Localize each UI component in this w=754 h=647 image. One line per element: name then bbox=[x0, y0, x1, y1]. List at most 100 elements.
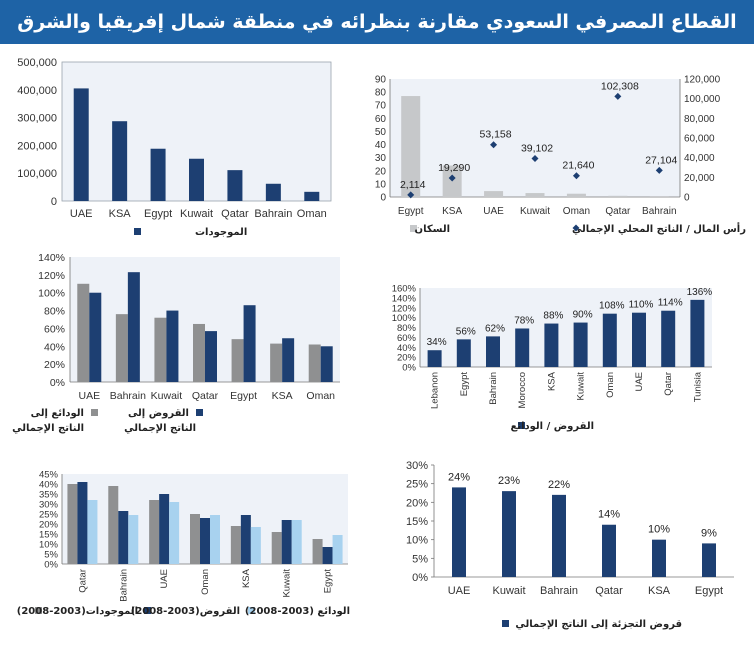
data-label: 19,290 bbox=[438, 162, 470, 174]
legend-label-assets: الموجودات(2003-2008) bbox=[17, 606, 138, 617]
y-tick-label: 30% bbox=[39, 500, 59, 511]
y-left-tick-label: 50 bbox=[375, 127, 387, 138]
x-tick-label: Qatar bbox=[192, 390, 219, 402]
legend-swatch bbox=[134, 228, 141, 235]
y-left-tick-label: 0 bbox=[380, 193, 386, 204]
data-label: 53,158 bbox=[480, 129, 512, 141]
y-right-tick-label: 120,000 bbox=[684, 75, 721, 86]
y-tick-label: 80% bbox=[397, 323, 417, 334]
y-tick-label: 120% bbox=[38, 270, 65, 282]
bar-egypt bbox=[702, 543, 716, 577]
data-label: 39,102 bbox=[521, 143, 553, 155]
y-tick-label: 10% bbox=[39, 540, 59, 551]
y-left-tick-label: 20 bbox=[375, 166, 387, 177]
data-label: 88% bbox=[543, 311, 563, 322]
loans-bar-ksa bbox=[282, 338, 295, 382]
y-tick-label: 500,000 bbox=[17, 57, 57, 69]
bar-morocco bbox=[515, 328, 530, 367]
x-tick-label: UAE bbox=[448, 585, 471, 597]
legend-swatch-deposits bbox=[91, 409, 98, 416]
x-tick-label: Egypt bbox=[398, 206, 424, 217]
y-tick-label: 160% bbox=[392, 284, 417, 295]
retail-loans-gdp-chart-svg: 0% 5% 10% 15% 20% 25% 30% 24% UAE 23% Kuwait 22% Bah… bbox=[406, 460, 734, 630]
x-tick-label: Qatar bbox=[595, 585, 623, 597]
bar-ksa bbox=[544, 323, 559, 367]
legend-swatch-capital-gdp bbox=[572, 224, 580, 232]
y-tick-label: 0 bbox=[51, 196, 57, 208]
deposits-bar-ksa bbox=[250, 527, 261, 564]
y-tick-label: 40% bbox=[397, 343, 417, 354]
retail-loans-gdp-chart: 0% 5% 10% 15% 20% 25% 30% 24% UAE 23% Kuwait 22% Bah… bbox=[382, 455, 754, 645]
x-tick-label: Qatar bbox=[77, 569, 88, 593]
population-bar-bahrain bbox=[649, 196, 669, 197]
x-tick-label: Qatar bbox=[663, 372, 674, 396]
y-left-tick-label: 60 bbox=[375, 114, 387, 125]
legend-swatch bbox=[502, 620, 509, 627]
data-label: 21,640 bbox=[562, 160, 594, 172]
bar-lebanon bbox=[427, 350, 442, 367]
deposits-bar-egypt bbox=[231, 339, 244, 382]
population-gdp-chart: 0 10 20 30 40 50 60 70 80 90 0 20,000 40,000 60,000 80… bbox=[358, 64, 754, 244]
deposits-bar-oman bbox=[308, 344, 321, 382]
x-tick-label: UAE bbox=[159, 569, 170, 589]
bar-egypt bbox=[150, 148, 166, 201]
bar-kuwait bbox=[189, 158, 204, 201]
x-tick-label: UAE bbox=[634, 372, 645, 392]
bar-ksa bbox=[652, 539, 666, 577]
bar-kuwait bbox=[573, 322, 588, 367]
x-tick-label: Egypt bbox=[230, 390, 257, 402]
assets-bar-uae bbox=[149, 500, 160, 564]
y-tick-label: 0% bbox=[412, 572, 428, 584]
data-label: 90% bbox=[573, 310, 593, 321]
x-tick-label: Bahrain bbox=[118, 569, 129, 602]
y-left-tick-label: 80 bbox=[375, 88, 387, 99]
deposits-bar-qatar bbox=[193, 323, 205, 382]
population-bar-kuwait bbox=[525, 193, 545, 197]
deposits-bar-ksa bbox=[270, 343, 283, 382]
x-tick-label: Bahrain bbox=[642, 206, 676, 217]
x-tick-label: Kuwait bbox=[492, 585, 525, 597]
y-tick-label: 40% bbox=[44, 341, 65, 353]
y-tick-label: 20% bbox=[39, 520, 59, 531]
y-tick-label: 0% bbox=[44, 560, 58, 571]
y-tick-label: 30% bbox=[406, 460, 428, 472]
x-tick-label: Kuwait bbox=[576, 372, 587, 401]
data-label: 102,308 bbox=[601, 80, 639, 92]
assets-bar-bahrain bbox=[108, 486, 119, 564]
legend-label: الموجودات bbox=[195, 227, 247, 238]
x-tick-label: Qatar bbox=[221, 208, 249, 220]
y-tick-label: 25% bbox=[406, 479, 428, 491]
legend-label-capital-gdp: رأس المال / الناتج المحلي الإجمالي bbox=[572, 222, 746, 235]
legend-label-loans: القروض(2003-2008) bbox=[131, 606, 240, 617]
legend-label-deposits-line1: الودائع إلى bbox=[31, 408, 84, 419]
x-tick-label: Egypt bbox=[459, 372, 470, 397]
y-tick-label: 0% bbox=[50, 377, 65, 389]
data-label: 62% bbox=[485, 323, 505, 334]
y-left-tick-label: 40 bbox=[375, 140, 387, 151]
loans-bar-egypt bbox=[243, 305, 256, 382]
x-tick-label: Tunisia bbox=[692, 371, 703, 402]
deposits-bar-egypt bbox=[332, 535, 343, 564]
x-tick-label: Bahrain bbox=[254, 208, 292, 220]
y-tick-label: 35% bbox=[39, 490, 59, 501]
y-tick-label: 0% bbox=[402, 363, 416, 374]
capital-gdp-point-bahrain bbox=[655, 166, 663, 174]
legend-swatch-loans bbox=[144, 607, 151, 614]
capital-gdp-point-oman bbox=[572, 172, 580, 180]
bar-oman bbox=[304, 191, 320, 201]
loans-bar-bahrain bbox=[127, 272, 140, 382]
y-tick-label: 80% bbox=[44, 306, 65, 318]
loans-deposits-chart: 0% 20% 40% 60% 80% 100% 120% 140% 160% 34% Lebanon… bbox=[358, 280, 754, 445]
loans-bar-oman bbox=[320, 346, 333, 382]
y-tick-label: 60% bbox=[397, 333, 417, 344]
x-tick-label: Kuwait bbox=[282, 569, 293, 598]
deposits-loans-gdp-chart-svg: 0% 20% 40% 60% 80% 100% 120% 140% UAE Bahrain Kuwa… bbox=[12, 252, 340, 434]
x-tick-label: UAE bbox=[483, 206, 504, 217]
legend-swatch-loans bbox=[196, 409, 203, 416]
assets-bar-oman bbox=[190, 514, 200, 564]
y-tick-label: 20% bbox=[397, 353, 417, 364]
y-tick-label: 45% bbox=[39, 470, 59, 481]
y-left-tick-label: 30 bbox=[375, 153, 387, 164]
bar-uae bbox=[452, 487, 466, 577]
y-tick-label: 100,000 bbox=[17, 168, 57, 180]
